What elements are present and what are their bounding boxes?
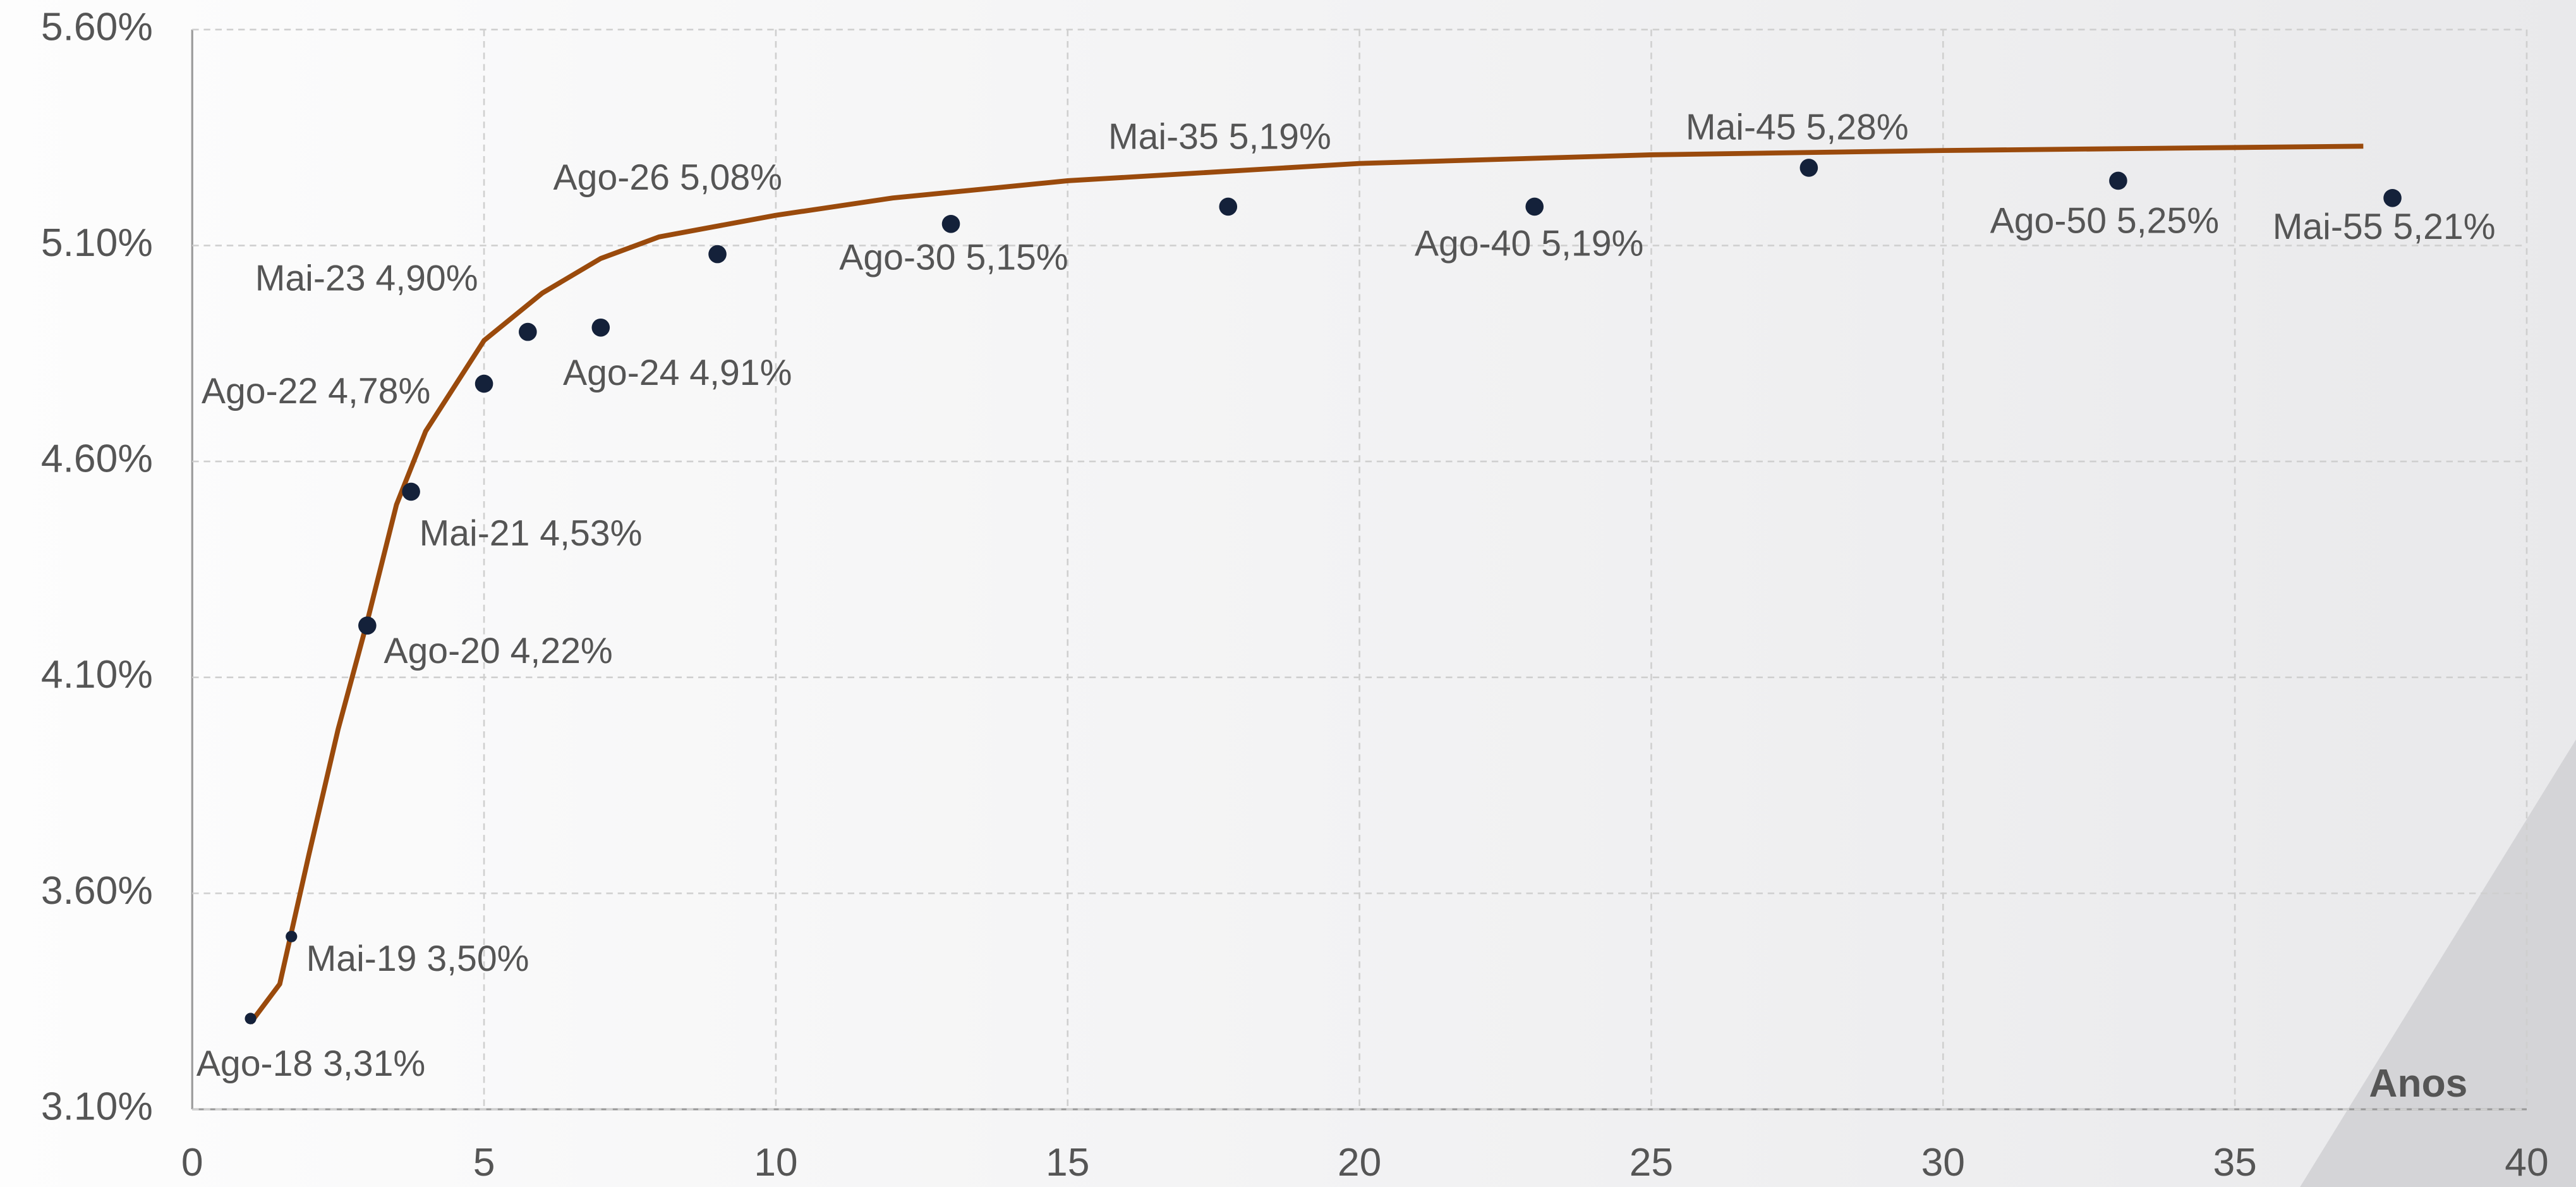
data-label: Ago-22 4,78% — [202, 371, 430, 411]
data-point — [519, 322, 537, 341]
data-label: Ago-18 3,31% — [197, 1044, 425, 1084]
data-label: Mai-19 3,50% — [306, 939, 529, 979]
data-label: Ago-30 5,15% — [839, 238, 1068, 278]
data-point — [591, 318, 610, 337]
data-point — [1799, 159, 1818, 177]
data-point — [2383, 188, 2402, 207]
x-tick-label: 30 — [1921, 1141, 1965, 1184]
data-label: Ago-40 5,19% — [1415, 223, 1643, 264]
y-tick-label: 5.60% — [41, 5, 153, 49]
data-label: Ago-20 4,22% — [384, 631, 612, 671]
data-point — [475, 374, 493, 393]
data-label: Ago-26 5,08% — [553, 157, 782, 198]
x-tick-label: 40 — [2505, 1141, 2548, 1184]
y-tick-label: 4.60% — [41, 437, 153, 481]
x-tick-label: 0 — [181, 1141, 203, 1184]
data-point — [402, 482, 420, 501]
y-tick-label: 5.10% — [41, 221, 153, 265]
data-point — [941, 214, 960, 233]
x-tick-label: 20 — [1338, 1141, 1381, 1184]
data-label: Mai-35 5,19% — [1108, 116, 1331, 157]
data-label: Ago-50 5,25% — [1990, 201, 2219, 241]
y-tick-label: 3.60% — [41, 869, 153, 913]
fit-curve — [248, 143, 2364, 1025]
x-tick-label: 15 — [1046, 1141, 1089, 1184]
x-tick-label: 5 — [473, 1141, 495, 1184]
data-point — [1525, 197, 1544, 216]
data-label: Mai-23 4,90% — [255, 259, 478, 299]
decoration — [2300, 740, 2576, 1187]
data-label: Mai-45 5,28% — [1686, 107, 1909, 148]
data-point — [708, 245, 727, 264]
x-tick-label: 35 — [2213, 1141, 2256, 1184]
x-axis-label: Anos — [2369, 1062, 2467, 1105]
y-tick-label: 3.10% — [41, 1085, 153, 1129]
data-point — [2109, 171, 2127, 190]
y-tick-label: 4.10% — [41, 653, 153, 697]
data-point — [358, 616, 377, 635]
x-tick-label: 10 — [754, 1141, 797, 1184]
data-point — [286, 930, 298, 942]
data-label: Mai-21 4,53% — [420, 513, 643, 554]
x-tick-label: 25 — [1630, 1141, 1673, 1184]
data-label: Mai-55 5,21% — [2273, 207, 2496, 247]
data-point — [1219, 197, 1238, 216]
data-point — [245, 1013, 257, 1025]
data-label: Ago-24 4,91% — [563, 353, 792, 393]
